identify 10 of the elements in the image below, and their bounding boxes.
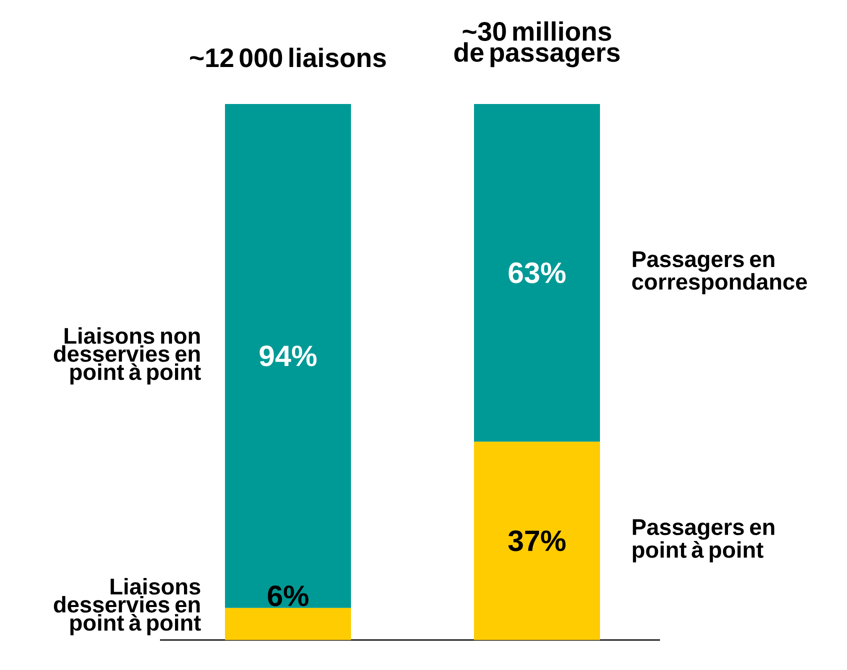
x-tick-label: ~30 millions de passagers: [454, 21, 620, 68]
annotation: Passagers en correspondance: [632, 251, 807, 294]
data-label: 94%: [260, 346, 317, 366]
data-label: 63%: [508, 262, 566, 284]
annotation: Liaisons desservies en point à point: [54, 578, 201, 636]
data-label: 37%: [508, 530, 566, 552]
annotation: Liaisons non desservies en point à point: [54, 327, 201, 385]
annotation: Passagers en point à point: [632, 519, 774, 562]
x-tick-label: ~12 000 liaisons: [190, 48, 386, 68]
data-label: 6%: [268, 585, 308, 606]
